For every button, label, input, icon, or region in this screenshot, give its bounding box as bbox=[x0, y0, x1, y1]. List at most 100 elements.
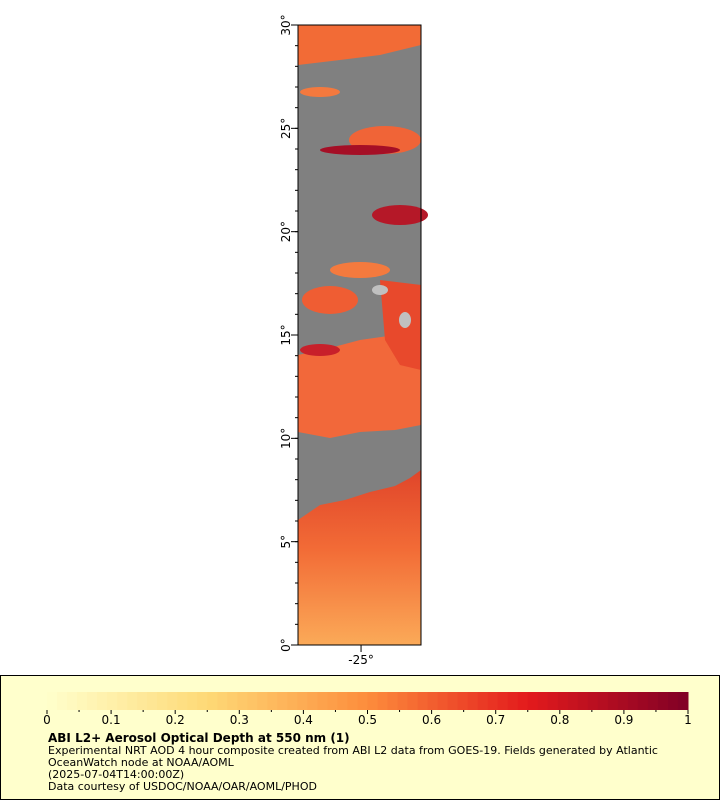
colorbar-step bbox=[477, 692, 489, 710]
colorbar-step bbox=[217, 692, 228, 710]
colorbar-tick-label: 1 bbox=[684, 713, 692, 727]
y-tick-label: 30° bbox=[279, 14, 293, 35]
colorbar-tick-label: 0.7 bbox=[486, 713, 505, 727]
colorbar-step bbox=[97, 692, 108, 710]
aerosol-field bbox=[302, 286, 358, 314]
x-tick-label: -25° bbox=[348, 653, 374, 667]
colorbar-tick-label: 0.2 bbox=[166, 713, 185, 727]
colorbar-step bbox=[127, 692, 138, 710]
colorbar-step bbox=[617, 692, 629, 710]
colorbar-step bbox=[387, 692, 399, 710]
colorbar-step bbox=[627, 692, 639, 710]
colorbar-step bbox=[337, 692, 348, 710]
colorbar-step bbox=[167, 692, 178, 710]
colorbar-step bbox=[547, 692, 559, 710]
colorbar-step bbox=[107, 692, 118, 710]
colorbar-step bbox=[427, 692, 439, 710]
colorbar-tick-label: 0.6 bbox=[422, 713, 441, 727]
colorbar-tick-label: 0.8 bbox=[550, 713, 569, 727]
colorbar-step bbox=[497, 692, 509, 710]
colorbar-step bbox=[57, 692, 68, 710]
colorbar-step bbox=[567, 692, 579, 710]
colorbar-step bbox=[197, 692, 208, 710]
colorbar-step bbox=[657, 692, 669, 710]
colorbar-step bbox=[327, 692, 338, 710]
legend-line: (2025-07-04T14:00:00Z) bbox=[48, 768, 184, 781]
colorbar-step bbox=[467, 692, 479, 710]
colorbar-step bbox=[417, 692, 429, 710]
aerosol-field bbox=[330, 262, 390, 278]
colorbar-step bbox=[587, 692, 599, 710]
aerosol-field bbox=[298, 470, 421, 645]
colorbar-step bbox=[597, 692, 609, 710]
legend-title: ABI L2+ Aerosol Optical Depth at 550 nm … bbox=[48, 731, 350, 745]
colorbar-step bbox=[557, 692, 569, 710]
colorbar-step bbox=[537, 692, 549, 710]
colorbar-step bbox=[377, 692, 389, 710]
colorbar-step bbox=[227, 692, 238, 710]
aerosol-field bbox=[298, 328, 421, 438]
colorbar-step bbox=[447, 692, 459, 710]
colorbar-step bbox=[157, 692, 168, 710]
colorbar-step bbox=[397, 692, 409, 710]
colorbar-step bbox=[407, 692, 419, 710]
aerosol-field bbox=[300, 87, 340, 97]
colorbar-step bbox=[77, 692, 88, 710]
y-tick-label: 0° bbox=[279, 638, 293, 652]
colorbar-step bbox=[437, 692, 449, 710]
colorbar-step bbox=[667, 692, 679, 710]
colorbar-step bbox=[457, 692, 469, 710]
colorbar-tick-label: 0.5 bbox=[358, 713, 377, 727]
colorbar-step bbox=[187, 692, 198, 710]
colorbar-step bbox=[87, 692, 98, 710]
colorbar-step bbox=[577, 692, 589, 710]
colorbar-step bbox=[147, 692, 158, 710]
colorbar-step bbox=[267, 692, 278, 710]
legend-line: Experimental NRT AOD 4 hour composite cr… bbox=[48, 744, 658, 757]
colorbar-tick-label: 0.3 bbox=[230, 713, 249, 727]
aerosol-field bbox=[300, 344, 340, 356]
colorbar-step bbox=[247, 692, 258, 710]
colorbar-step bbox=[137, 692, 148, 710]
colorbar-step bbox=[647, 692, 659, 710]
colorbar-tick-label: 0.9 bbox=[614, 713, 633, 727]
colorbar-step bbox=[207, 692, 218, 710]
aerosol-field bbox=[372, 285, 388, 295]
y-tick-label: 10° bbox=[279, 428, 293, 449]
colorbar-step bbox=[297, 692, 308, 710]
colorbar-tick-label: 0 bbox=[43, 713, 51, 727]
colorbar-step bbox=[637, 692, 649, 710]
legend-line: OceanWatch node at NOAA/AOML bbox=[48, 756, 235, 769]
colorbar-tick-label: 0.4 bbox=[294, 713, 313, 727]
colorbar-step bbox=[307, 692, 318, 710]
colorbar-step bbox=[527, 692, 539, 710]
aerosol-field bbox=[372, 205, 428, 225]
colorbar-step bbox=[117, 692, 128, 710]
colorbar-step bbox=[347, 692, 358, 710]
colorbar-step bbox=[257, 692, 268, 710]
map-image bbox=[298, 25, 428, 645]
colorbar-step bbox=[357, 692, 368, 710]
colorbar-step bbox=[507, 692, 519, 710]
y-tick-label: 15° bbox=[279, 324, 293, 345]
colorbar-step bbox=[317, 692, 328, 710]
aerosol-field bbox=[320, 145, 400, 155]
colorbar-step bbox=[607, 692, 619, 710]
y-tick-label: 5° bbox=[279, 535, 293, 549]
colorbar-step bbox=[487, 692, 499, 710]
aerosol-field bbox=[298, 25, 421, 65]
y-tick-label: 20° bbox=[279, 221, 293, 242]
colorbar-step bbox=[67, 692, 78, 710]
colorbar-step bbox=[277, 692, 288, 710]
colorbar-step bbox=[367, 692, 379, 710]
colorbar-step bbox=[287, 692, 298, 710]
legend-line: Data courtesy of USDOC/NOAA/OAR/AOML/PHO… bbox=[48, 780, 317, 793]
colorbar-tick-label: 0.1 bbox=[102, 713, 121, 727]
colorbar-step bbox=[177, 692, 188, 710]
colorbar-step bbox=[237, 692, 248, 710]
colorbar-step bbox=[47, 692, 58, 710]
y-tick-label: 25° bbox=[279, 118, 293, 139]
aerosol-field bbox=[399, 312, 411, 328]
